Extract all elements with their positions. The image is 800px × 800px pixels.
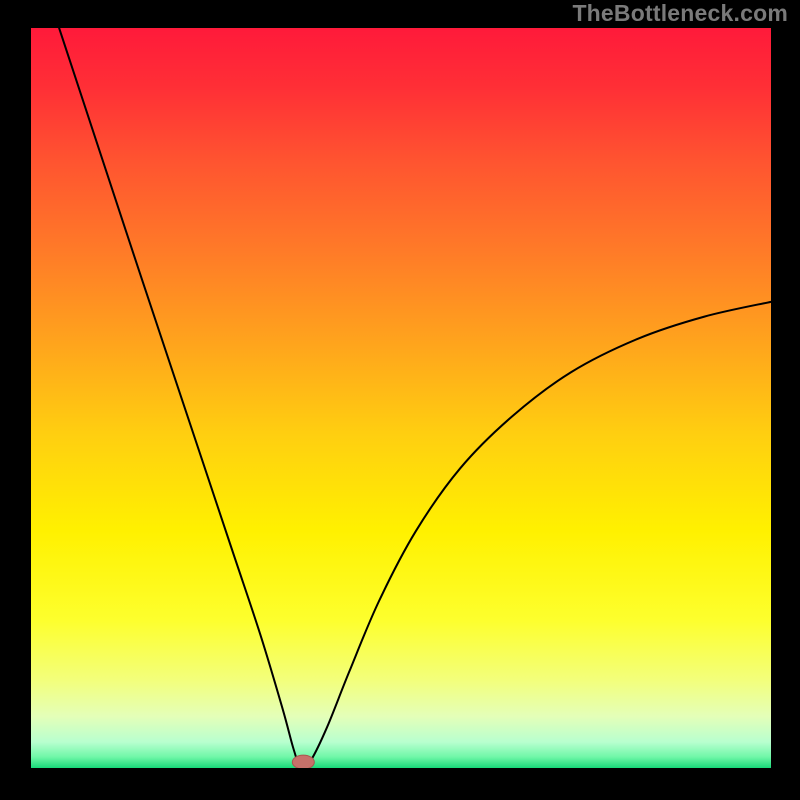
watermark-text: TheBottleneck.com: [572, 0, 788, 27]
bottleneck-chart: [0, 0, 800, 800]
plot-area: [31, 28, 771, 769]
gradient-background: [31, 28, 771, 768]
chart-container: TheBottleneck.com: [0, 0, 800, 800]
optimal-point-marker: [292, 755, 314, 769]
